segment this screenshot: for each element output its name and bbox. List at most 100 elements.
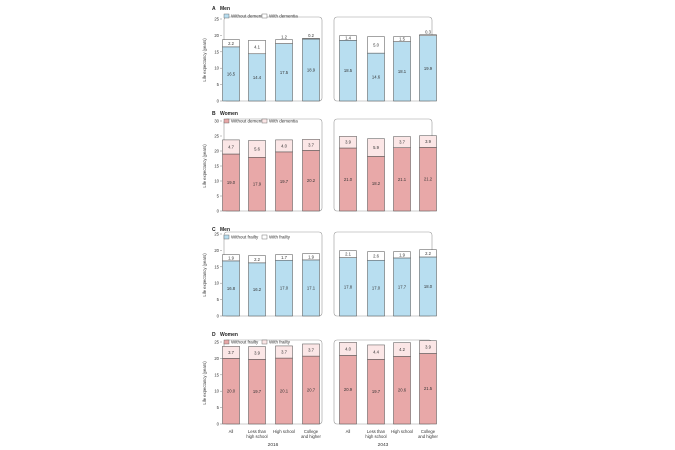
panel-c-title: Men [220,227,230,233]
panel-b-legend-label-1: Without dementia [231,119,267,124]
panel-b-ylabel: Life expectancy (years) [202,144,207,188]
panel-b-value-label-primary: 17.9 [253,182,262,187]
panel-a-legend-swatch-1 [223,13,230,19]
category-tick-label-line: high school [246,434,267,439]
panel-b-value-label-secondary: 4.7 [228,144,234,149]
panel-a-bar-secondary [367,36,385,54]
panel-c-value-label-secondary: 1.9 [228,255,234,260]
panel-c-value-label-primary: 17.0 [280,286,289,291]
panel-c-value-label-secondary: 2.6 [373,253,379,258]
panel-b-value-label-primary: 21.1 [398,177,407,182]
panel-a-value-label-secondary: 2.2 [228,41,234,46]
panel-d-bar-secondary [248,346,266,360]
panel-b-ytick: 5 [217,194,220,199]
panel-a-value-label-secondary: 1.4 [345,36,351,41]
panel-d-value-label-primary: 19.7 [253,389,262,394]
panel-a-value-label-secondary: 1.2 [281,34,287,39]
panel-a-value-label-primary: 19.9 [424,66,433,71]
panel-d-value-label-primary: 21.5 [424,386,433,391]
panel-c-value-label-primary: 18.0 [424,284,433,289]
panel-c-value-label-primary: 17.0 [372,286,381,291]
panel-c-value-label-secondary: 2.1 [345,252,351,257]
panel-c-bar-secondary [302,253,320,261]
panel-c-legend-swatch-2 [261,234,268,240]
panel-d-value-label-primary: 19.7 [372,389,381,394]
panel-a-legend-label-1: Without dementia [231,14,267,19]
panel-d-legend-label-2: With frailty [269,340,291,345]
category-tick-label: Less than high school [246,429,267,439]
panel-a-bar-secondary [275,39,293,44]
panel-b-value-label-secondary: 3.9 [425,139,431,144]
panel-b-bar-secondary [222,139,240,155]
panel-d-legend-swatch-1 [223,339,230,345]
panel-d-ytick: 0 [217,422,220,427]
panel-d-bar-secondary [302,343,320,357]
panel-c-ytick: 20 [214,248,219,253]
panel-b-value-label-secondary: 4.0 [281,143,287,148]
panel-d-value-label-primary: 20.0 [227,389,236,394]
panel-c-value-label-secondary: 1.9 [308,254,314,259]
panel-d-legend-swatch-2 [261,339,268,345]
category-tick-label-line: High school [391,429,413,434]
panel-b-ytick: 10 [214,179,219,184]
panel-a-value-label-primary: 18.9 [307,68,316,73]
panel-b-value-label-primary: 18.2 [372,181,381,186]
panel-b-value-label-secondary: 5.9 [373,145,379,150]
panel-a-title: Men [220,6,230,12]
panel-c-legend-label-1: Without frailty [231,235,259,240]
panel-b-bar-secondary [419,135,437,148]
panel-d-value-label-secondary: 3.7 [308,348,314,353]
category-tick-label: All [229,429,234,434]
panel-a-value-label-primary: 18.1 [398,69,407,74]
panel-b-value-label-secondary: 5.6 [254,146,260,151]
panel-b-value-label-primary: 20.2 [307,178,316,183]
panel-a-ytick: 0 [217,99,220,104]
panel-c-legend-label-2: With frailty [269,235,291,240]
panel-a-bar-secondary [222,39,240,48]
panel-a-ytick: 5 [217,82,220,87]
category-tick-label-line: College [421,429,436,434]
panel-b-value-label-secondary: 3.7 [399,140,405,145]
panel-c-value-label-secondary: 2.2 [254,257,260,262]
panel-d-ytick: 25 [214,340,219,345]
panel-c-bar-secondary [393,251,411,259]
panel-b-value-label-primary: 19.7 [280,179,289,184]
panel-b-value-label-secondary: 3.9 [345,140,351,145]
panel-b-ytick: 30 [214,119,219,124]
panel-b-value-label-primary: 21.0 [344,177,353,182]
panel-a-label: A [212,6,216,12]
panel-a-value-label-secondary: 0.3 [425,30,431,35]
panel-d-ylabel: Life expectancy (years) [202,361,207,405]
panel-a-legend-label-2: With dementia [269,14,298,19]
panel-d-value-label-secondary: 4.2 [399,347,405,352]
panel-b-legend-swatch-2 [261,118,268,124]
panel-c-value-label-primary: 16.2 [253,287,262,292]
group-label-2043: 2043 [378,442,389,448]
panel-a-value-label-primary: 14.6 [372,75,381,80]
category-tick-label-line: All [346,429,351,434]
panel-d-value-label-secondary: 3.9 [254,350,260,355]
panel-b-bar-secondary [393,136,411,148]
panel-a-bar-secondary [393,36,411,42]
category-tick-label-line: College [304,429,319,434]
panel-d-ytick: 10 [214,389,219,394]
panel-a-ytick: 20 [214,33,219,38]
panel-a-ytick: 25 [214,17,219,22]
panel-c-bar-secondary [275,254,293,261]
category-tick-label: Less than high school [365,429,386,439]
category-tick-label: All [346,429,351,434]
panel-b-value-label-primary: 21.2 [424,177,433,182]
panel-d-value-label-primary: 20.9 [344,387,353,392]
panel-c-bar-secondary [222,254,240,262]
panel-b-ytick: 0 [217,209,220,214]
category-tick-label-line: high school [365,434,386,439]
panel-b-ytick: 20 [214,149,219,154]
panel-d-value-label-primary: 20.7 [307,388,316,393]
category-tick-label-line: High school [273,429,295,434]
panel-d-value-label-secondary: 4.0 [345,346,351,351]
category-tick-label-line: Less than [248,429,267,434]
panel-c-ytick: 15 [214,264,219,269]
panel-a-ylabel: Life expectancy (years) [202,38,207,82]
category-tick-label: College and higher [418,429,438,439]
panel-b-title: Women [220,111,238,117]
